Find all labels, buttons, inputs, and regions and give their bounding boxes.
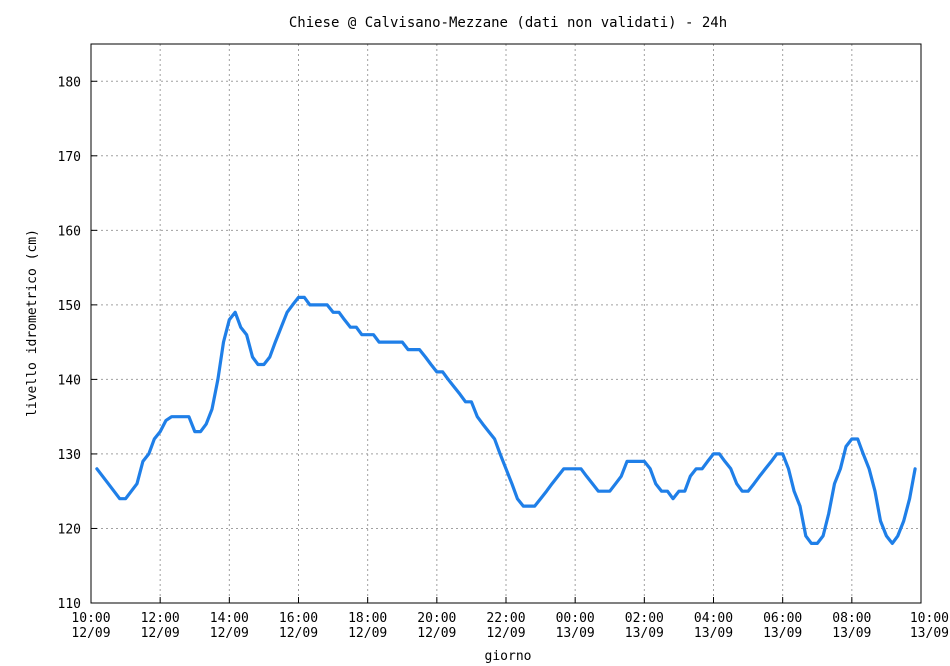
x-tick-date-label: 12/09 (417, 626, 456, 641)
y-tick-label: 170 (58, 150, 81, 165)
y-axis-label: livello idrometrico (cm) (25, 229, 40, 417)
series-group (95, 295, 917, 545)
x-tick-time-label: 18:00 (348, 611, 387, 626)
x-axis-label: giorno (485, 649, 532, 664)
y-tick-label: 130 (58, 448, 81, 463)
x-tick-date-label: 12/09 (348, 626, 387, 641)
x-tick-date-label: 12/09 (141, 626, 180, 641)
x-tick-time-label: 16:00 (279, 611, 318, 626)
chart-title: Chiese @ Calvisano-Mezzane (dati non val… (289, 15, 727, 31)
x-tick-time-label: 08:00 (832, 611, 871, 626)
x-tick-time-label: 20:00 (417, 611, 456, 626)
x-tick-date-label: 12/09 (210, 626, 249, 641)
y-tick-label: 160 (58, 224, 81, 239)
x-tick-date-label: 13/09 (832, 626, 871, 641)
x-tick-date-label: 13/09 (694, 626, 733, 641)
x-tick-date-label: 12/09 (486, 626, 525, 641)
x-tick-date-label: 13/09 (625, 626, 664, 641)
grid-lines (91, 44, 921, 603)
x-tick-date-label: 12/09 (71, 626, 110, 641)
y-axis: 110 120 130 140 150 160 170 180 (58, 75, 97, 612)
y-tick-label: 140 (58, 373, 81, 388)
x-tick-time-label: 14:00 (210, 611, 249, 626)
x-tick-date-label: 13/09 (556, 626, 595, 641)
x-tick-time-label: 00:00 (556, 611, 595, 626)
x-tick-time-label: 12:00 (141, 611, 180, 626)
x-tick-time-label: 10:00 (71, 611, 110, 626)
x-tick-date-label: 12/09 (279, 626, 318, 641)
x-tick-time-label: 10:00 (910, 611, 949, 626)
x-axis: 10:0012/0912:0012/0914:0012/0916:0012/09… (71, 597, 949, 641)
x-tick-time-label: 22:00 (486, 611, 525, 626)
x-tick-time-label: 04:00 (694, 611, 733, 626)
x-tick-time-label: 06:00 (763, 611, 802, 626)
series-line (95, 295, 917, 545)
y-tick-label: 120 (58, 522, 81, 537)
x-tick-time-label: 02:00 (625, 611, 664, 626)
x-tick-date-label: 13/09 (763, 626, 802, 641)
y-tick-label: 150 (58, 299, 81, 314)
x-tick-date-label: 13/09 (910, 626, 949, 641)
y-tick-label: 180 (58, 75, 81, 90)
y-tick-label: 110 (58, 597, 81, 612)
